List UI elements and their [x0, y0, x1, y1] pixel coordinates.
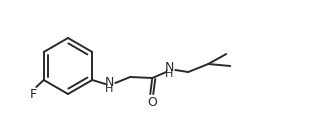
- Text: N: N: [105, 77, 114, 89]
- Text: N: N: [164, 61, 174, 74]
- Text: H: H: [165, 69, 173, 79]
- Text: F: F: [30, 88, 37, 100]
- Text: O: O: [147, 95, 157, 109]
- Text: H: H: [105, 84, 114, 95]
